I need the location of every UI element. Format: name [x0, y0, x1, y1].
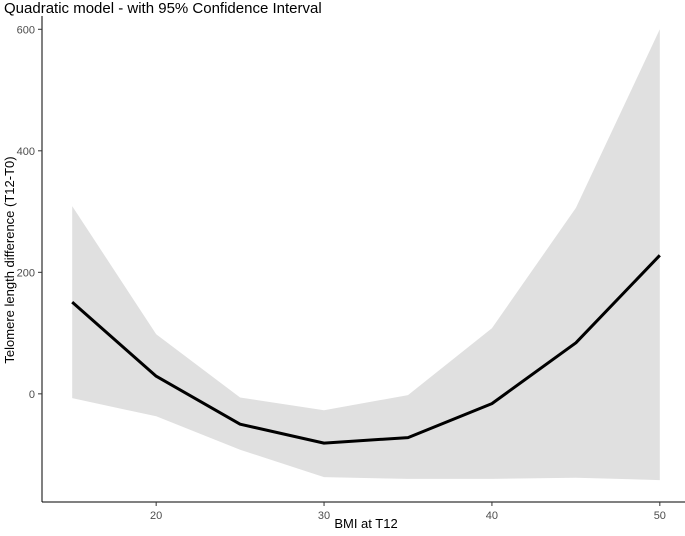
confidence-band	[72, 29, 660, 481]
fit-line	[71, 254, 661, 445]
chart-title: Quadratic model - with 95% Confidence In…	[4, 0, 322, 17]
axes: 20 30 40 50 0 200 400 600	[17, 16, 685, 522]
x-tick-label: 20	[150, 510, 162, 522]
y-tick-label: 400	[17, 146, 35, 158]
y-tick-label: 200	[17, 267, 35, 279]
x-tick-label: 50	[654, 510, 666, 522]
confidence-band-layer	[72, 29, 660, 481]
y-axis-label: Telomere length difference (T12-T0)	[2, 156, 17, 363]
x-axis-label: BMI at T12	[334, 516, 397, 531]
y-tick-label: 0	[29, 389, 35, 401]
x-tick-label: 30	[318, 510, 330, 522]
x-tick-label: 40	[486, 510, 498, 522]
fit-line-layer	[71, 254, 661, 445]
y-tick-label: 600	[17, 24, 35, 36]
